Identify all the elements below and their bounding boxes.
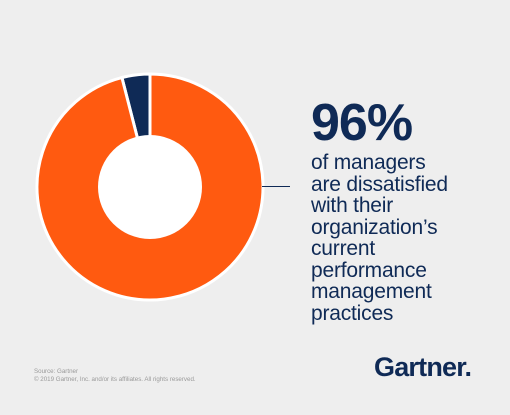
donut-hole <box>98 135 202 239</box>
stat-callout: 96% of managers are dissatisfied with th… <box>311 96 501 324</box>
stat-line: practices <box>311 301 394 325</box>
leader-line <box>262 186 290 187</box>
stat-description: of managers are dissatisfied with their … <box>311 152 501 324</box>
stat-value: 96% <box>311 94 413 152</box>
stat-line: of managers <box>311 151 426 174</box>
stat-line: are dissatisfied <box>311 172 448 196</box>
gartner-logo: Gartner. <box>374 352 472 382</box>
stat-line: with their <box>311 194 394 217</box>
stat-line: organization’s <box>311 215 438 239</box>
source-label: Source: Gartner <box>34 368 79 375</box>
stat-line: current <box>311 237 375 260</box>
copyright-label: © 2019 Gartner, Inc. and/or its affiliat… <box>34 376 196 383</box>
stat-line: performance <box>311 258 427 282</box>
source-note: Source: Gartner © 2019 Gartner, Inc. and… <box>34 368 196 384</box>
stat-line: management <box>311 280 432 303</box>
